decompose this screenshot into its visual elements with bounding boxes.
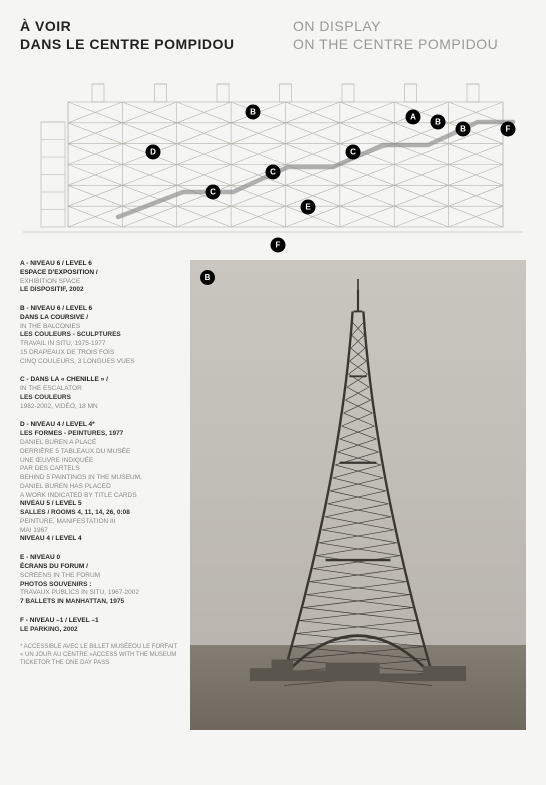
lower-row: A - NIVEAU 6 / LEVEL 6ESPACE D'EXPOSITIO…: [20, 260, 526, 730]
section-line: TRAVAIL IN SITU, 1975-1977: [20, 340, 180, 349]
sidebar: A - NIVEAU 6 / LEVEL 6ESPACE D'EXPOSITIO…: [20, 260, 180, 730]
section-line: D - NIVEAU 4 / LEVEL 4*: [20, 421, 180, 430]
section-line: C - DANS LA « CHENILLE » /: [20, 376, 180, 385]
section-line: ÉCRANS DU FORUM /: [20, 563, 180, 572]
section-line: LES COULEURS: [20, 394, 180, 403]
section-line: PHOTOS SOUVENIRS :: [20, 581, 180, 590]
section-line: MAI 1967: [20, 527, 180, 536]
section-line: IN THE ESCALATOR: [20, 385, 180, 394]
section-line: 15 DRAPEAUX DE TROIS FOIS: [20, 349, 180, 358]
section-line: ESPACE D'EXPOSITION /: [20, 269, 180, 278]
diagram-marker: A: [406, 110, 421, 125]
section-line: A - NIVEAU 6 / LEVEL 6: [20, 260, 180, 269]
section-line: E - NIVEAU 0: [20, 554, 180, 563]
section-line: DANS LA COURSIVE /: [20, 314, 180, 323]
header-fr-line1: À VOIR: [20, 18, 253, 36]
section-line: DANIEL BUREN A PLACÉ: [20, 439, 180, 448]
section-line: LE PARKING, 2002: [20, 626, 180, 635]
header-en-line2: ON THE CENTRE POMPIDOU: [293, 36, 526, 54]
diagram-marker: B: [431, 115, 446, 130]
diagram-marker: C: [206, 185, 221, 200]
section-A: A - NIVEAU 6 / LEVEL 6ESPACE D'EXPOSITIO…: [20, 260, 180, 295]
section-F: F - NIVEAU –1 / LEVEL –1LE PARKING, 2002: [20, 617, 180, 635]
section-line: PEINTURE, MANIFESTATION III: [20, 518, 180, 527]
section-line: TRAVAUX PUBLICS IN SITU, 1967-2002: [20, 589, 180, 598]
diagram-marker: F: [501, 122, 516, 137]
building-diagram: BABBFCDCCEF: [23, 67, 523, 252]
eiffel-tower-icon: [244, 279, 472, 711]
section-D: D - NIVEAU 4 / LEVEL 4*LES FORMES - PEIN…: [20, 421, 180, 544]
diagram-marker: C: [346, 145, 361, 160]
section-line: PAR DES CARTELS: [20, 465, 180, 474]
section-line: NIVEAU 5 / LEVEL 5: [20, 500, 180, 509]
section-C: C - DANS LA « CHENILLE » /IN THE ESCALAT…: [20, 376, 180, 411]
diagram-marker: D: [146, 145, 161, 160]
page: À VOIR DANS LE CENTRE POMPIDOU ON DISPLA…: [0, 0, 546, 730]
header-fr-line2: DANS LE CENTRE POMPIDOU: [20, 36, 253, 54]
section-line: F - NIVEAU –1 / LEVEL –1: [20, 617, 180, 626]
photo-marker-label: B: [205, 273, 211, 282]
section-line: UNE ŒUVRE INDIQUÉE: [20, 457, 180, 466]
section-line: LE DISPOSITIF, 2002: [20, 286, 180, 295]
section-E: E - NIVEAU 0ÉCRANS DU FORUM /SCREENS IN …: [20, 554, 180, 607]
footnote: * ACCESSIBLE AVEC LE BILLET MUSÉEOU LE F…: [20, 644, 180, 667]
section-line: 1982-2002, VIDÉO, 18 MN: [20, 403, 180, 412]
diagram-marker: C: [266, 165, 281, 180]
section-line: 7 BALLETS IN MANHATTAN, 1975: [20, 598, 180, 607]
photo: B: [190, 260, 526, 730]
building-svg: [23, 67, 523, 252]
section-line: SCREENS IN THE FORUM: [20, 572, 180, 581]
photo-marker: B: [200, 270, 215, 285]
section-line: SALLES / ROOMS 4, 11, 14, 26, 0:08: [20, 509, 180, 518]
diagram-marker: B: [456, 122, 471, 137]
section-line: CINQ COULEURS, 3 LONGUES VUES: [20, 358, 180, 367]
header-row: À VOIR DANS LE CENTRE POMPIDOU ON DISPLA…: [20, 18, 526, 53]
section-line: DANIEL BUREN HAS PLACED: [20, 483, 180, 492]
diagram-marker: B: [246, 105, 261, 120]
section-B: B - NIVEAU 6 / LEVEL 6DANS LA COURSIVE /…: [20, 305, 180, 366]
section-line: DERRIÈRE 5 TABLEAUX DU MUSÉE: [20, 448, 180, 457]
section-line: BEHIND 5 PAINTINGS IN THE MUSEUM,: [20, 474, 180, 483]
footnote-line: OR THE ONE DAY PASS: [41, 660, 109, 666]
section-line: IN THE BALCONIES: [20, 323, 180, 332]
diagram-marker: F: [271, 238, 286, 253]
section-line: NIVEAU 4 / LEVEL 4: [20, 535, 180, 544]
diagram-marker: E: [301, 200, 316, 215]
section-line: LES FORMES - PEINTURES, 1977: [20, 430, 180, 439]
section-line: A WORK INDICATED BY TITLE CARDS: [20, 492, 180, 501]
header-en: ON DISPLAY ON THE CENTRE POMPIDOU: [293, 18, 526, 53]
header-fr: À VOIR DANS LE CENTRE POMPIDOU: [20, 18, 253, 53]
section-line: EXHIBITION SPACE: [20, 278, 180, 287]
section-line: LES COULEURS - SCULPTURES: [20, 331, 180, 340]
header-en-line1: ON DISPLAY: [293, 18, 526, 36]
section-line: B - NIVEAU 6 / LEVEL 6: [20, 305, 180, 314]
footnote-line: * ACCESSIBLE AVEC LE BILLET MUSÉE: [20, 644, 132, 650]
